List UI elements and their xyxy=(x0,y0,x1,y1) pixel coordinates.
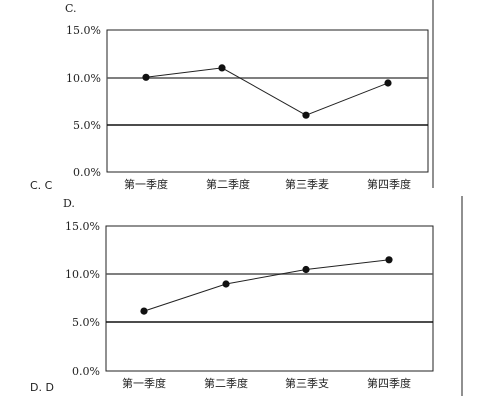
panel-label-d: D. xyxy=(63,197,75,210)
option-c-text: C. C xyxy=(30,179,53,192)
x-category-label: 第三季麦 xyxy=(285,177,329,191)
series-line-d xyxy=(143,259,390,312)
series-points-d xyxy=(140,256,393,315)
data-point xyxy=(302,265,310,274)
plot-frame-c xyxy=(106,29,429,173)
x-category-label: 第四季度 xyxy=(367,376,411,390)
data-point xyxy=(385,256,393,264)
y-tick-label: 0.0% xyxy=(72,365,100,378)
x-category-label: 第二季度 xyxy=(204,376,248,390)
panel-label-c: C. xyxy=(65,2,77,15)
y-tick-label: 15.0% xyxy=(66,24,101,37)
y-tick-label: 10.0% xyxy=(66,72,101,85)
chart-panel-c: C. 15.0% 10.0% 5.0% 0.0% 第一季度 第二季度 第三季麦 … xyxy=(30,0,434,192)
chart-panel-d: D. 15.0% 10.0% 5.0% 0.0% 第一季度 第二季度 第三季支 … xyxy=(30,196,463,396)
series-line-c xyxy=(145,67,389,116)
y-tick-label: 0.0% xyxy=(73,166,101,179)
option-d-text: D. D xyxy=(30,381,54,394)
x-category-label: 第一季度 xyxy=(124,177,168,191)
y-tick-label: 10.0% xyxy=(65,268,100,281)
plot-frame-d xyxy=(105,225,434,372)
x-category-label: 第三季支 xyxy=(285,376,329,390)
data-point xyxy=(140,307,148,315)
y-tick-label: 15.0% xyxy=(65,220,100,233)
y-tick-label: 5.0% xyxy=(72,316,100,329)
x-category-label: 第四季度 xyxy=(367,177,411,191)
x-category-label: 第一季度 xyxy=(122,376,166,390)
series-points-c xyxy=(142,64,392,119)
data-point xyxy=(222,280,230,288)
x-category-label: 第二季度 xyxy=(206,177,250,191)
data-point xyxy=(142,73,150,81)
data-point xyxy=(302,111,310,119)
data-point xyxy=(384,79,392,87)
data-point xyxy=(218,64,226,72)
y-tick-label: 5.0% xyxy=(73,119,101,132)
